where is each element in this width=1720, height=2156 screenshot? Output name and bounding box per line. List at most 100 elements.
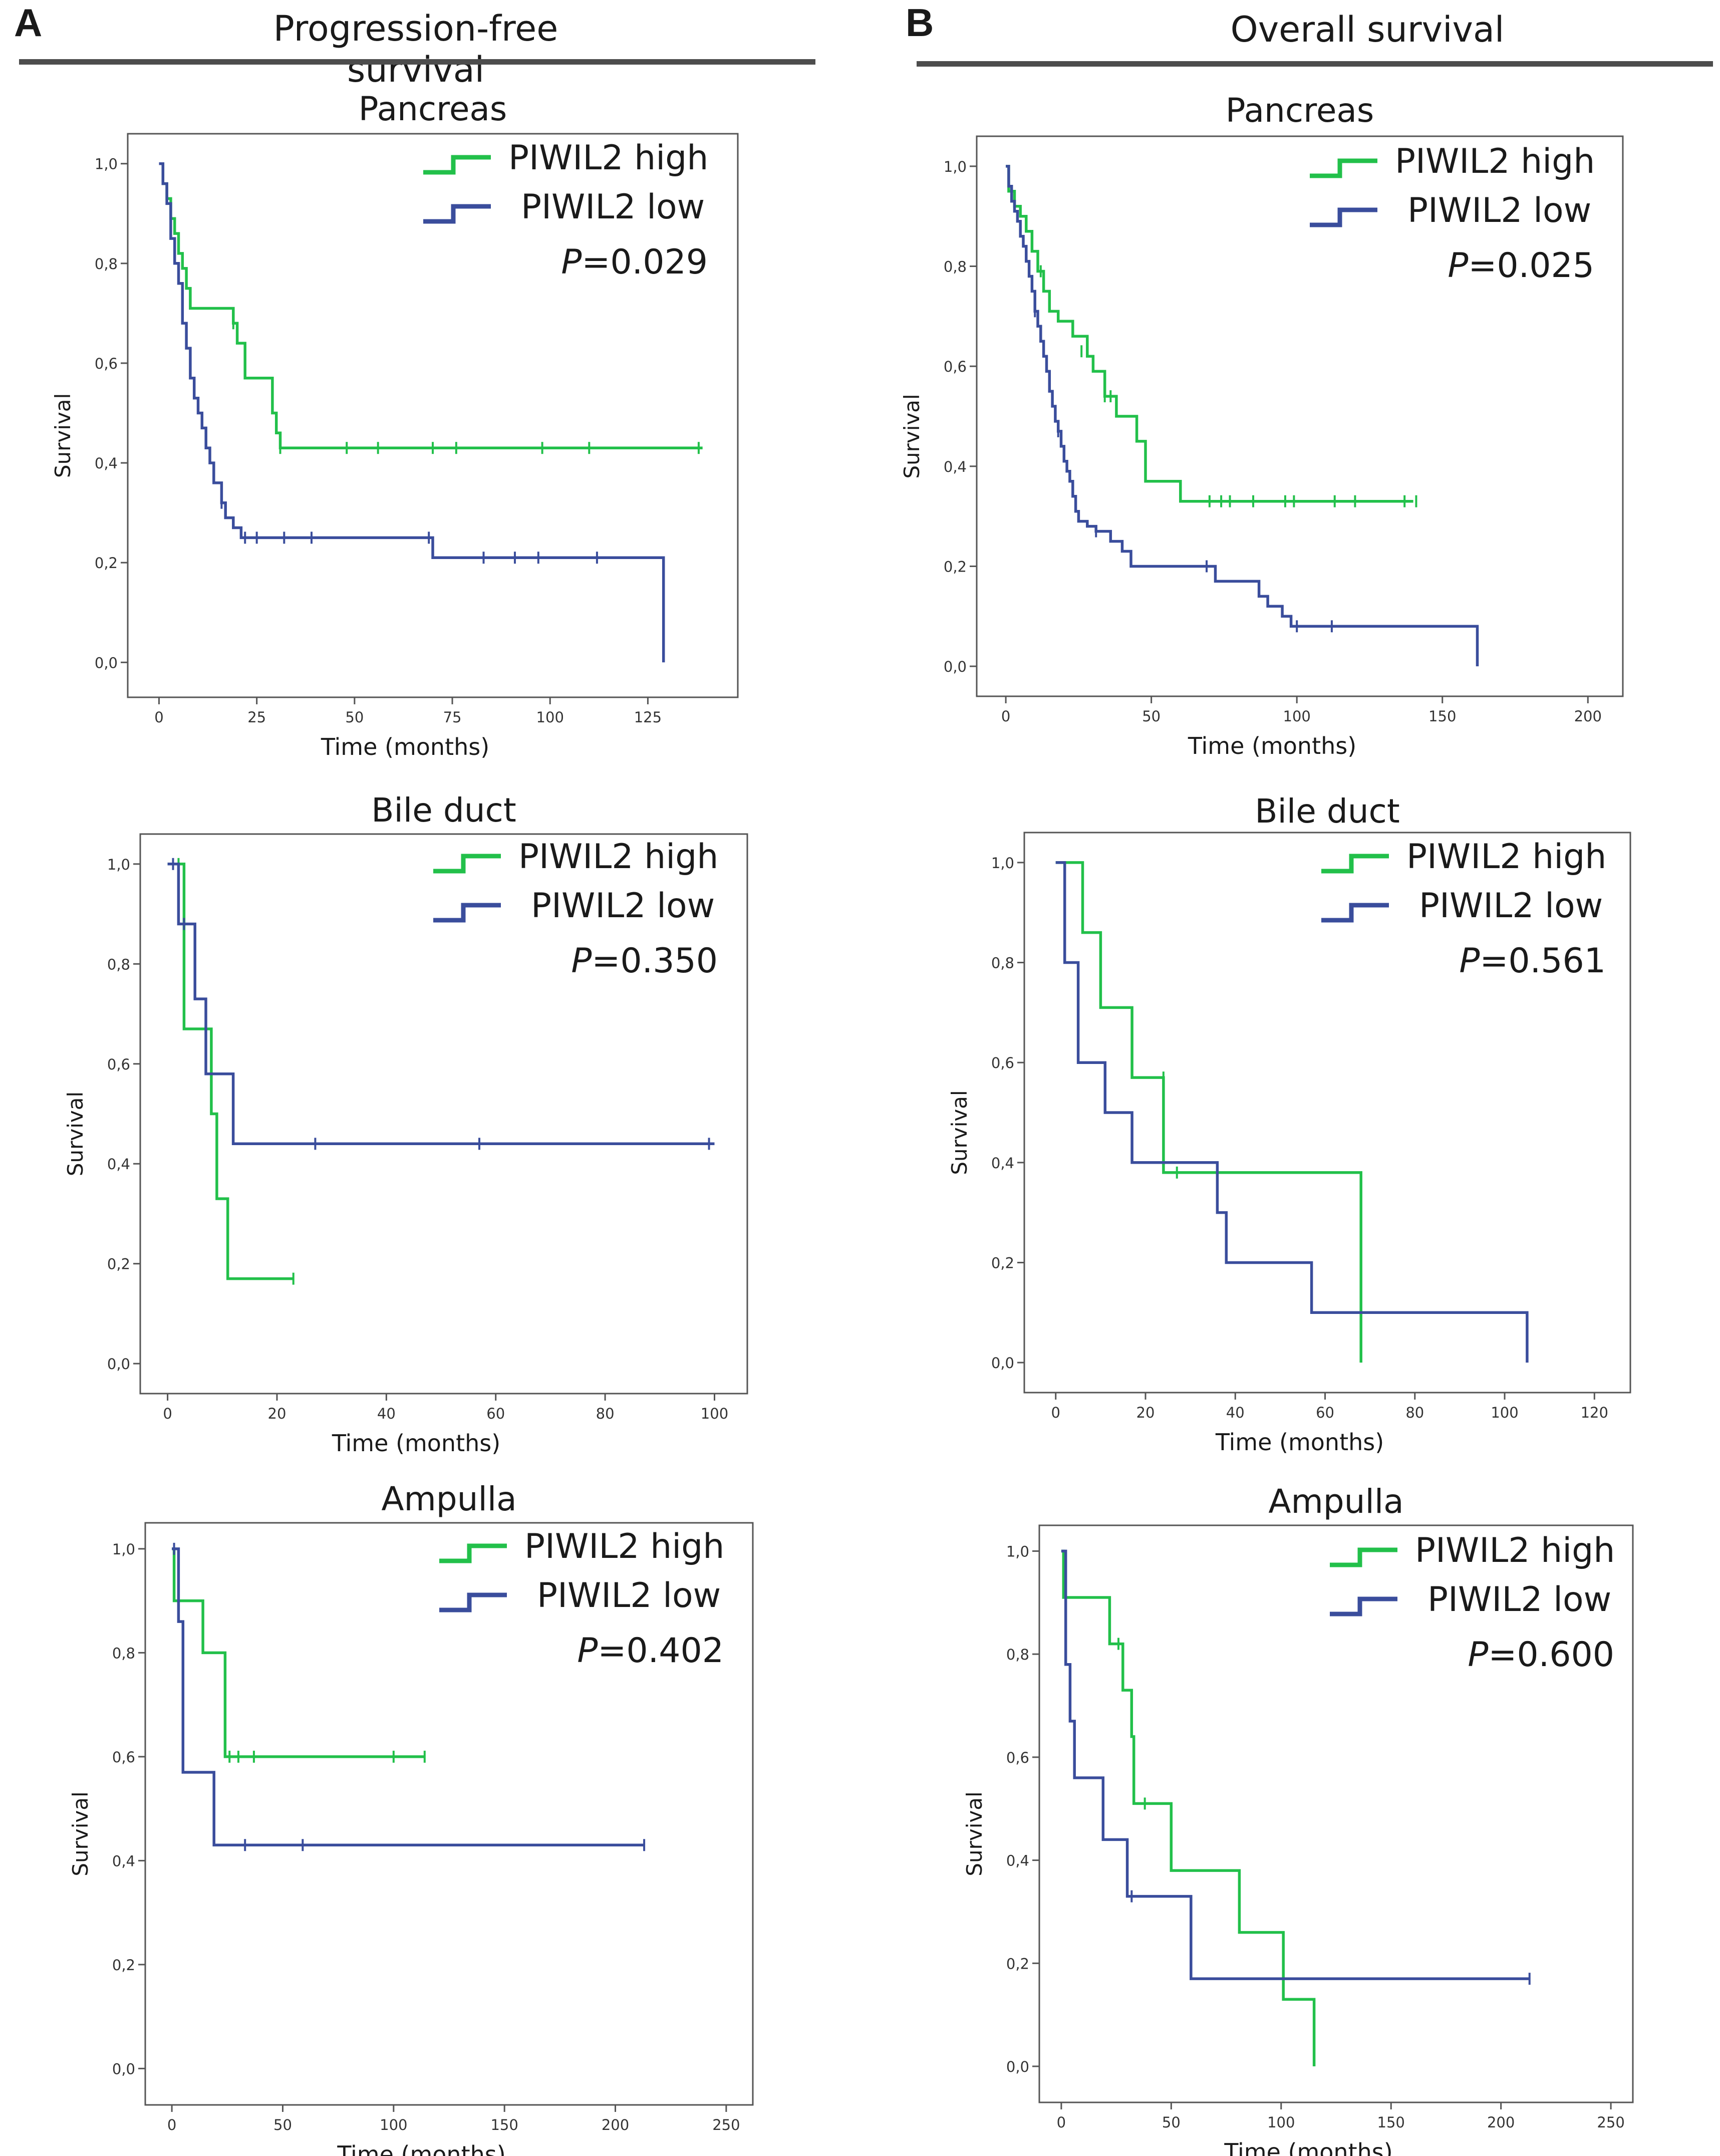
legend-swatch-low: [1321, 903, 1389, 923]
y-tick-label: 1,0: [944, 158, 967, 175]
y-tick-label: 1,0: [991, 855, 1014, 872]
x-tick-label: 100: [1283, 708, 1311, 725]
panel-letter-b: B: [906, 1, 934, 45]
y-tick-label: 0,4: [112, 1852, 135, 1869]
legend-label-high: PIWIL2 high: [524, 1527, 724, 1566]
p-value: P=0.350: [571, 941, 718, 981]
legend-swatch-high: [1330, 1547, 1397, 1567]
legend-swatch-low: [423, 204, 491, 224]
series-line-low: [1055, 861, 1529, 1363]
legend-label-low: PIWIL2 low: [521, 187, 705, 227]
x-tick-label: 200: [1487, 2114, 1515, 2131]
p-value-number: =0.561: [1480, 941, 1606, 981]
y-tick-label: 0,2: [1006, 1955, 1029, 1972]
y-tick-label: 0,4: [107, 1156, 130, 1173]
x-tick-label: 250: [1597, 2114, 1624, 2131]
y-axis-label: Survival: [962, 1791, 987, 1876]
x-tick-label: 100: [380, 2116, 407, 2133]
panel-title-progression-free: Progression-free survival: [273, 8, 558, 90]
y-tick-label: 0,8: [944, 258, 967, 276]
chart-pfs-bile-duct: Bile duct 0,0 0,2 0,4 0,6 0,8 1,0 0 20 40 60 80 100 T…: [63, 791, 748, 1457]
y-tick-label: 0,2: [944, 558, 967, 575]
series-line-low: [1006, 165, 1479, 667]
x-tick-label: 150: [490, 2116, 518, 2133]
y-tick-label: 0,8: [112, 1645, 135, 1662]
p-value-symbol: P: [561, 242, 582, 282]
series-line-high: [172, 1547, 425, 1758]
y-tick-label: 0,8: [107, 956, 130, 973]
x-tick-label: 50: [1162, 2114, 1181, 2131]
p-value-number: =0.600: [1488, 1635, 1614, 1675]
x-tick-label: 50: [273, 2116, 292, 2133]
x-tick-label: 25: [247, 709, 266, 726]
chart-os-pancreas: Pancreas 0,0 0,2 0,4 0,6 0,8 1,0 0 50 100 150 200 Ti…: [900, 91, 1624, 759]
p-value: P=0.402: [577, 1631, 724, 1671]
p-value-number: =0.025: [1468, 246, 1594, 286]
y-axis-label: Survival: [947, 1090, 972, 1175]
y-tick-label: 0,8: [991, 955, 1014, 972]
x-axis-label: Time (months): [321, 733, 489, 760]
x-tick-label: 125: [634, 709, 662, 726]
legend-swatch-low: [439, 1592, 507, 1612]
y-tick-label: 0,0: [112, 2060, 135, 2077]
y-tick-label: 0,0: [1006, 2058, 1029, 2075]
chart-title: Ampulla: [381, 1480, 516, 1518]
legend-label-low: PIWIL2 low: [1427, 1580, 1611, 1620]
p-value-symbol: P: [577, 1631, 598, 1671]
x-tick-label: 150: [1377, 2114, 1405, 2131]
series-line-low: [1061, 1549, 1530, 1980]
legend-label-low: PIWIL2 low: [531, 886, 715, 926]
x-tick-label: 20: [268, 1405, 286, 1422]
series-line-low: [172, 1547, 645, 1847]
y-axis-label: Survival: [51, 393, 75, 478]
x-tick-label: 20: [1136, 1404, 1155, 1421]
chart-pfs-pancreas: Pancreas 0,0 0,2 0,4 0,6 0,8 1,0 0 25 50 75 100 125 T…: [51, 90, 739, 760]
p-value: P=0.561: [1459, 941, 1606, 981]
y-tick-label: 0,4: [1006, 1852, 1029, 1869]
legend-swatch-high: [433, 854, 501, 874]
legend-label-low: PIWIL2 low: [1407, 191, 1591, 230]
plot-frame: [127, 133, 739, 698]
x-tick-label: 75: [443, 709, 462, 726]
panel-title-overall: Overall survival: [1230, 9, 1505, 50]
legend-swatch-high: [1321, 854, 1389, 874]
legend-label-high: PIWIL2 high: [1395, 142, 1595, 181]
legend-swatch-high: [439, 1543, 507, 1563]
panel-letter-a: A: [14, 1, 43, 45]
legend-label-low: PIWIL2 low: [537, 1576, 721, 1615]
legend-swatch-low: [1330, 1596, 1397, 1616]
p-value: P=0.025: [1448, 246, 1594, 286]
y-tick-label: 0,2: [112, 1957, 135, 1974]
chart-os-bile-duct: Bile duct 0,0 0,2 0,4 0,6 0,8 1,0 0 20 40 60 80 100 1…: [947, 792, 1631, 1456]
chart-title: Pancreas: [1226, 91, 1374, 130]
legend-swatch-high: [423, 155, 491, 175]
chart-title: Ampulla: [1268, 1482, 1403, 1521]
chart-title: Bile duct: [1255, 792, 1399, 831]
chart-pfs-ampulla: Ampulla 0,0 0,2 0,4 0,6 0,8 1,0 0 50 100 150 200 250…: [68, 1480, 754, 2156]
plot-frame: [144, 1522, 754, 2106]
legend-swatch-low: [1310, 207, 1377, 227]
p-value-symbol: P: [1448, 246, 1468, 286]
p-value-symbol: P: [1459, 941, 1480, 981]
plot-frame: [1038, 1524, 1634, 2103]
panel-b-divider: [917, 61, 1713, 67]
p-value-number: =0.029: [582, 242, 708, 282]
y-tick-label: 1,0: [1006, 1543, 1029, 1560]
plot-frame: [1023, 832, 1631, 1394]
y-tick-label: 0,2: [95, 555, 118, 572]
x-tick-label: 50: [1142, 708, 1161, 725]
y-tick-label: 0,2: [107, 1256, 130, 1273]
y-tick-label: 0,6: [1006, 1749, 1029, 1766]
y-tick-label: 0,0: [991, 1355, 1014, 1372]
series-line-high: [1006, 165, 1413, 503]
x-tick-label: 250: [712, 2116, 740, 2133]
x-axis-label: Time (months): [337, 2141, 505, 2156]
x-axis-label: Time (months): [1224, 2138, 1392, 2156]
p-value: P=0.600: [1468, 1635, 1614, 1675]
y-tick-label: 0,6: [107, 1056, 130, 1073]
x-tick-label: 80: [596, 1405, 615, 1422]
x-tick-label: 0: [167, 2116, 176, 2133]
series-line-high: [167, 863, 294, 1280]
x-tick-label: 50: [345, 709, 364, 726]
x-tick-label: 80: [1405, 1404, 1424, 1421]
